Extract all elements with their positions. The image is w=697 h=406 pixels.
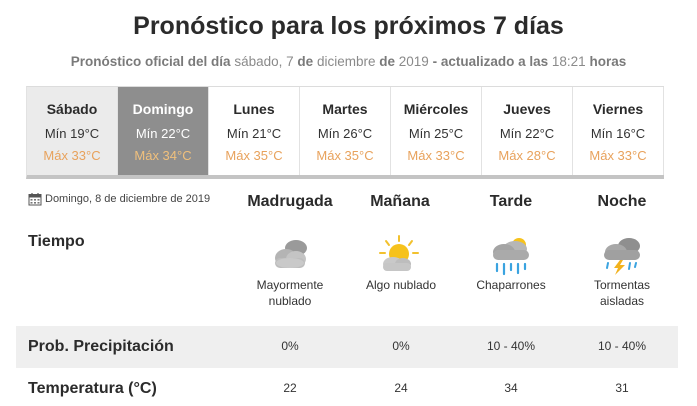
subtitle-updated: - actualizado a las xyxy=(432,54,549,69)
day-name: Sábado xyxy=(46,101,98,117)
temp-tarde: 34 xyxy=(504,381,518,395)
subtitle-de: de xyxy=(297,54,314,69)
partly-cloudy-sun-icon xyxy=(379,235,419,271)
temp-noche: 31 xyxy=(615,381,629,395)
period-madrugada: Madrugada xyxy=(247,193,333,210)
weather-desc-tarde: Chaparrones xyxy=(461,277,561,293)
day-min-temp: Mín 16°C xyxy=(590,126,646,141)
precip-noche: 10 - 40% xyxy=(597,339,647,353)
weather-desc-line: Mayormente xyxy=(256,278,324,292)
precip-manana: 0% xyxy=(392,339,410,353)
day-tab-domingo[interactable]: Domingo Mín 22°C Máx 34°C xyxy=(118,87,209,175)
temp-label: Temperatura (°C) xyxy=(28,380,157,397)
temp-manana: 24 xyxy=(394,381,408,395)
day-min-temp: Mín 26°C xyxy=(317,126,373,141)
subtitle-month: diciembre xyxy=(316,54,376,69)
weather-desc-line: nublado xyxy=(268,294,312,308)
weather-desc-line: Algo nublado xyxy=(365,278,437,292)
subtitle-time: 18:21 xyxy=(551,54,586,69)
day-max-temp: Máx 33°C xyxy=(43,148,101,163)
day-name: Miércoles xyxy=(403,101,469,117)
day-name: Domingo xyxy=(132,101,194,117)
weather-desc-line: Chaparrones xyxy=(476,278,546,292)
subtitle-de2: de xyxy=(379,54,395,69)
page-title: Pronóstico para los próximos 7 días xyxy=(133,12,564,40)
day-max-temp: Máx 33°C xyxy=(589,148,647,163)
detail-date: Domingo, 8 de diciembre de 2019 xyxy=(28,192,210,206)
subtitle-year: 2019 xyxy=(398,54,429,69)
cloudy-night-icon xyxy=(275,240,307,268)
day-max-temp: Máx 35°C xyxy=(316,148,374,163)
day-min-temp: Mín 19°C xyxy=(44,126,100,141)
weather-desc-madrugada: Mayormente nublado xyxy=(240,277,340,309)
period-tarde: Tarde xyxy=(489,193,533,210)
isolated-storms-icon xyxy=(604,238,640,275)
day-tab-sabado[interactable]: Sábado Mín 19°C Máx 33°C xyxy=(27,87,118,175)
precip-madrugada: 0% xyxy=(281,339,299,353)
weather-desc-noche: Tormentas aisladas xyxy=(572,277,672,309)
day-name: Martes xyxy=(322,101,368,117)
day-max-temp: Máx 34°C xyxy=(134,148,192,163)
day-max-temp: Máx 35°C xyxy=(225,148,283,163)
day-name: Viernes xyxy=(592,101,644,117)
period-noche: Noche xyxy=(597,193,647,210)
showers-icon xyxy=(493,238,529,276)
precip-label: Prob. Precipitación xyxy=(28,338,174,355)
weather-desc-line: Tormentas xyxy=(593,278,651,292)
day-max-temp: Máx 33°C xyxy=(407,148,465,163)
calendar-icon xyxy=(28,193,42,206)
tiempo-label: Tiempo xyxy=(28,233,85,250)
day-tab-martes[interactable]: Martes Mín 26°C Máx 35°C xyxy=(300,87,391,175)
day-tab-viernes[interactable]: Viernes Mín 16°C Máx 33°C xyxy=(573,87,664,175)
subtitle-date: sábado, 7 xyxy=(234,54,294,69)
detail-date-text: Domingo, 8 de diciembre de 2019 xyxy=(45,193,211,205)
day-min-temp: Mín 22°C xyxy=(135,126,191,141)
day-max-temp: Máx 28°C xyxy=(498,148,556,163)
day-name: Jueves xyxy=(503,101,551,117)
period-manana: Mañana xyxy=(370,193,430,210)
subtitle-hours: horas xyxy=(589,54,627,69)
day-min-temp: Mín 21°C xyxy=(226,126,282,141)
day-min-temp: Mín 22°C xyxy=(499,126,555,141)
day-tab-lunes[interactable]: Lunes Mín 21°C Máx 35°C xyxy=(209,87,300,175)
day-min-temp: Mín 25°C xyxy=(408,126,464,141)
day-tabs: Sábado Mín 19°C Máx 33°C Domingo Mín 22°… xyxy=(26,86,664,179)
day-name: Lunes xyxy=(233,101,275,117)
subtitle-prefix: Pronóstico oficial del día xyxy=(70,54,231,69)
day-tab-jueves[interactable]: Jueves Mín 22°C Máx 28°C xyxy=(482,87,573,175)
weather-desc-manana: Algo nublado xyxy=(351,277,451,293)
precip-tarde: 10 - 40% xyxy=(486,339,536,353)
day-tab-miercoles[interactable]: Miércoles Mín 25°C Máx 33°C xyxy=(391,87,482,175)
precipitation-row xyxy=(16,326,678,368)
weather-desc-line: aisladas xyxy=(599,294,645,308)
page-subtitle: Pronóstico oficial del día sábado, 7 de … xyxy=(0,54,697,69)
temp-madrugada: 22 xyxy=(283,381,297,395)
